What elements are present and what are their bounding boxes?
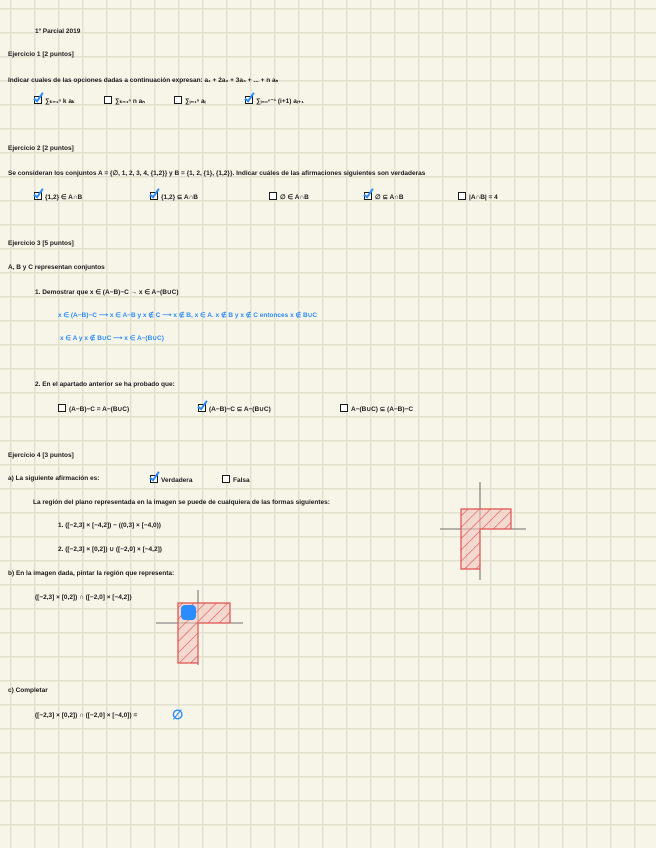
- ej2-option-4[interactable]: ∅ ⊆ A∩B: [364, 192, 404, 201]
- ej4-c-expr: ([−2,3] × [0,2]) ∩ ([−2,0] × [−4,0]) =: [35, 712, 138, 719]
- ej4-a-text: La región del plano representada en la i…: [33, 499, 330, 506]
- ej3-part1: 1. Demostrar que x ∈ (A−B)−C → x ∈ A−(B∪…: [35, 289, 179, 296]
- checkbox-checked[interactable]: [34, 192, 42, 200]
- ej3-answer-line1: x ∈ (A−B)−C ⟶ x ∈ A−B y x ∉ C ⟶ x ∉ B, x…: [58, 312, 318, 319]
- ej2-option-1[interactable]: {1,2} ∈ A∩B: [34, 192, 82, 201]
- checkbox-checked[interactable]: [245, 96, 253, 104]
- ej4-a-option-false[interactable]: Falsa: [222, 475, 250, 484]
- ej3-option-3[interactable]: A−(B∪C) ⊆ (A−B)−C: [340, 404, 413, 413]
- ej1-option-2[interactable]: ∑ₖ₌₁ⁿ n aₙ: [104, 96, 145, 105]
- checkbox-checked[interactable]: [198, 404, 206, 412]
- ej4-a-option-true[interactable]: Verdadera: [150, 475, 192, 484]
- ej4-a-prompt: a) La siguiente afirmación es:: [8, 475, 100, 482]
- region-graph-a: [440, 482, 526, 580]
- checkbox[interactable]: [269, 192, 277, 200]
- checkbox[interactable]: [58, 404, 66, 412]
- ej1-prompt: Indicar cuales de las opciones dadas a c…: [8, 77, 279, 84]
- checkbox[interactable]: [174, 96, 182, 104]
- option-label: ∑ₖ₌₁ⁿ n aₙ: [115, 98, 145, 105]
- checkbox-checked[interactable]: [150, 192, 158, 200]
- checkbox[interactable]: [458, 192, 466, 200]
- option-label: (A−B)−C ⊆ A−(B∪C): [209, 406, 271, 413]
- ej4-a-form2: 2. ([−2,3] × [0,2]) ∪ ([−2,0] × [−4,2]): [58, 546, 162, 553]
- checkbox-checked[interactable]: [364, 192, 372, 200]
- ej3-option-1[interactable]: (A−B)−C = A−(B∪C): [58, 404, 129, 413]
- checkbox[interactable]: [104, 96, 112, 104]
- ej3-option-2[interactable]: (A−B)−C ⊆ A−(B∪C): [198, 404, 271, 413]
- ej4-c-answer: ∅: [172, 707, 184, 722]
- option-label: A−(B∪C) ⊆ (A−B)−C: [351, 406, 414, 413]
- checkbox-checked[interactable]: [34, 96, 42, 104]
- ej2-option-5[interactable]: |A∩B| = 4: [458, 192, 498, 201]
- ej1-heading: Ejercicio 1 [2 puntos]: [8, 51, 74, 58]
- ej3-answer-line2: x ∈ A y x ∉ B∪C ⟶ x ∈ A−(B∪C): [60, 335, 164, 342]
- ej4-b-prompt: b) En la imagen dada, pintar la región q…: [8, 570, 175, 577]
- ej3-heading: Ejercicio 3 [5 puntos]: [8, 240, 74, 247]
- ej4-c-prompt: c) Completar: [8, 687, 48, 694]
- option-label: Verdadera: [161, 477, 193, 484]
- ej4-a-form1: 1. ([−2,3] × [−4,2]) − ((0,3] × [−4,0)): [58, 522, 161, 529]
- option-label: {1,2} ∈ A∩B: [45, 194, 83, 201]
- option-label: {1,2} ⊆ A∩B: [161, 194, 198, 201]
- option-label: ∑ₖ₌₁ⁿ k aₖ: [45, 98, 75, 105]
- option-label: ∅ ∈ A∩B: [280, 194, 309, 201]
- ej1-option-3[interactable]: ∑ᵢ₌₁ⁿ aᵢ: [174, 96, 206, 105]
- region-graph-b: [156, 590, 243, 665]
- option-label: Falsa: [233, 477, 250, 484]
- document-title: 1º Parcial 2019: [35, 28, 81, 35]
- checkbox-checked[interactable]: [150, 475, 158, 483]
- painted-intersection: [181, 605, 196, 620]
- ej4-b-expr: ([−2,3] × [0,2]) ∩ ([−2,0] × [−4,2]): [35, 594, 132, 601]
- checkbox[interactable]: [340, 404, 348, 412]
- ej3-part2: 2. En el apartado anterior se ha probado…: [35, 381, 175, 388]
- ej2-heading: Ejercicio 2 [2 puntos]: [8, 145, 74, 152]
- option-label: (A−B)−C = A−(B∪C): [69, 406, 130, 413]
- option-label: ∑ᵢ₌₀ⁿ⁻¹ (i+1) aᵢ₊₁: [256, 98, 304, 105]
- ej1-option-1[interactable]: ∑ₖ₌₁ⁿ k aₖ: [34, 96, 75, 105]
- checkbox[interactable]: [222, 475, 230, 483]
- option-label: ∅ ⊆ A∩B: [375, 194, 404, 201]
- ej4-heading: Ejercicio 4 [3 puntos]: [8, 452, 74, 459]
- ej2-option-3[interactable]: ∅ ∈ A∩B: [269, 192, 309, 201]
- ej2-option-2[interactable]: {1,2} ⊆ A∩B: [150, 192, 198, 201]
- ej1-option-4[interactable]: ∑ᵢ₌₀ⁿ⁻¹ (i+1) aᵢ₊₁: [245, 96, 304, 105]
- option-label: ∑ᵢ₌₁ⁿ aᵢ: [185, 98, 206, 105]
- option-label: |A∩B| = 4: [469, 194, 498, 201]
- ej2-prompt: Se consideran los conjuntos A = {∅, 1, 2…: [8, 170, 426, 177]
- ej3-intro: A, B y C representan conjuntos: [8, 264, 105, 271]
